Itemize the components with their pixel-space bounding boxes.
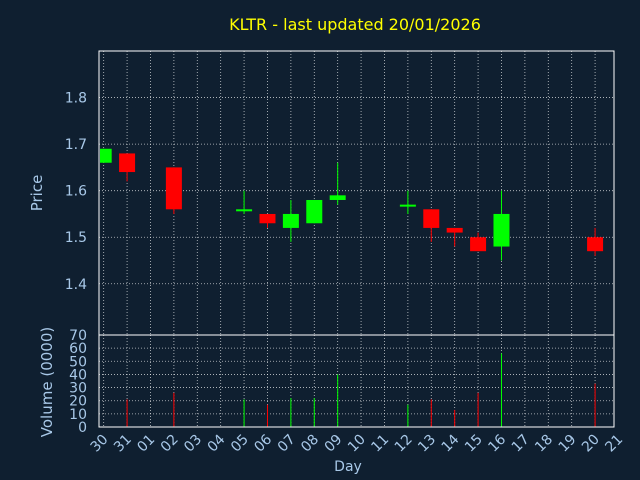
price-y-tick-label: 1.8 [65, 91, 87, 107]
candle-05 [236, 190, 253, 214]
x-axis-label: Day [334, 459, 362, 475]
price-candles [100, 148, 604, 261]
candle-body-02 [165, 167, 182, 210]
candle-body-08 [306, 199, 323, 224]
x-tick-labels: 30 31 01 02 03 04 05 06 07 08 09 10 11 12 13 14 15 16 17 18… [88, 431, 627, 455]
candle-body-16 [493, 213, 510, 247]
volume-y-tick-label: 30 [69, 381, 87, 397]
price-y-tick-labels: 1.4 1.5 1.6 1.7 1.8 [65, 91, 87, 293]
chart-title: KLTR - last updated 20/01/2026 [229, 15, 481, 34]
candle-06 [259, 213, 276, 228]
price-y-axis-label: Price [28, 175, 46, 212]
candle-16 [493, 190, 510, 261]
candle-body-15 [470, 237, 487, 252]
candle-body-20 [587, 237, 604, 252]
volume-panel-frame [98, 334, 615, 428]
price-y-tick-label: 1.7 [65, 137, 87, 153]
candle-body-13 [423, 209, 440, 228]
candle-20 [587, 227, 604, 256]
candle-body-06 [259, 213, 276, 224]
candle-08 [306, 199, 323, 224]
candle-body-09 [329, 195, 346, 200]
price-y-tick-label: 1.4 [65, 277, 87, 293]
volume-y-axis-label: Volume (0000) [38, 327, 56, 437]
candle-14 [446, 227, 463, 247]
candle-09 [329, 162, 346, 205]
candle-02 [165, 167, 182, 214]
candle-12 [399, 190, 416, 214]
candle-15 [470, 232, 487, 252]
volume-y-tick-label: 50 [69, 354, 87, 370]
volume-y-tick-label: 70 [69, 328, 87, 344]
candle-31 [119, 153, 136, 182]
candle-body-12 [399, 204, 416, 207]
volume-y-tick-label: 10 [69, 407, 87, 423]
candle-body-07 [282, 213, 299, 228]
price-y-tick-label: 1.6 [65, 184, 87, 200]
volume-y-tick-label: 20 [69, 394, 87, 410]
price-y-tick-label: 1.5 [65, 230, 87, 246]
volume-y-tick-label: 60 [69, 341, 87, 357]
candle-13 [423, 209, 440, 242]
candle-body-31 [119, 153, 136, 173]
volume-y-tick-label: 0 [78, 420, 87, 436]
volume-bars [126, 353, 596, 427]
candle-07 [282, 199, 299, 242]
volume-grid [99, 335, 614, 427]
candle-body-14 [446, 227, 463, 233]
candle-body-30 [100, 148, 112, 163]
candle-body-05 [236, 209, 253, 212]
volume-y-tick-label: 40 [69, 367, 87, 383]
candle-30 [100, 148, 112, 163]
